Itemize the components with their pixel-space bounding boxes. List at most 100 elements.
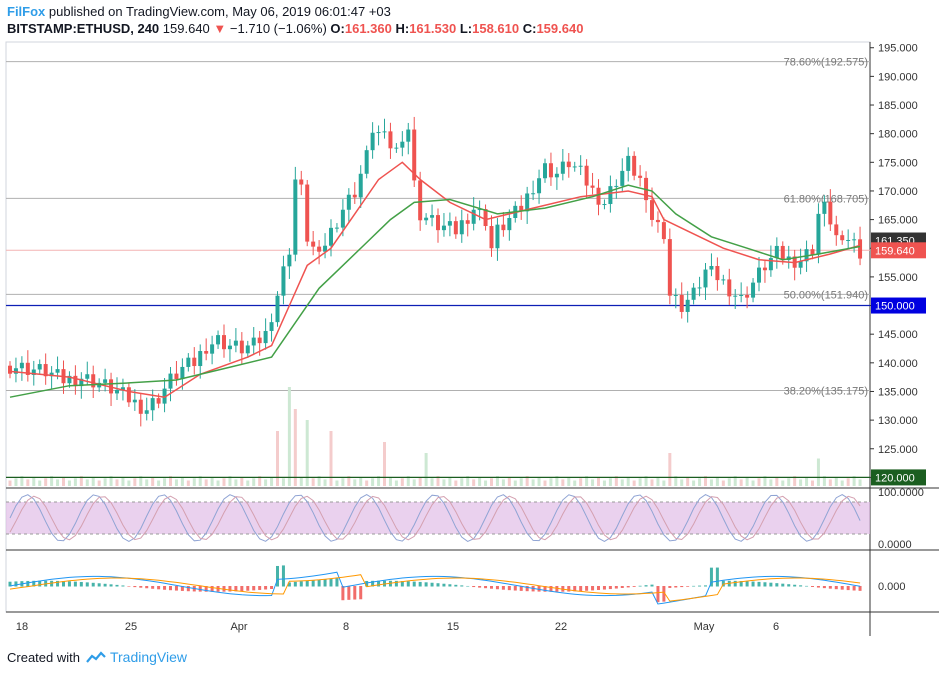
- macd-signal-line: [9, 574, 861, 602]
- volume-bar: [686, 477, 690, 486]
- candle-body: [590, 185, 595, 188]
- low-value: 158.610: [472, 21, 520, 36]
- volume-bar: [442, 479, 446, 486]
- macd-histogram-bar: [281, 565, 285, 587]
- volume-bar: [62, 477, 65, 486]
- volume-bar: [757, 478, 761, 486]
- volume-bar: [329, 431, 333, 486]
- candle-body: [780, 245, 785, 261]
- macd-histogram-bar: [495, 586, 499, 590]
- x-tick-label: 8: [343, 621, 349, 633]
- volume-bar: [591, 479, 595, 486]
- macd-histogram-bar: [299, 581, 303, 587]
- macd-histogram-bar: [650, 584, 654, 587]
- volume-bar: [579, 478, 583, 486]
- macd-histogram-bar: [638, 585, 642, 587]
- volume-bar: [169, 476, 172, 486]
- candle-body: [287, 254, 292, 267]
- volume-bar: [561, 479, 565, 486]
- volume-bar: [549, 478, 553, 486]
- macd-histogram-bar: [805, 585, 809, 587]
- rsi-tick-label: 100.0000: [878, 487, 924, 499]
- candle-body: [418, 180, 423, 221]
- candle-body: [774, 245, 779, 259]
- macd-histogram-bar: [371, 580, 375, 587]
- candle-body: [43, 364, 48, 377]
- volume-bar: [151, 477, 155, 486]
- candle-body: [275, 295, 280, 323]
- volume-bar: [246, 480, 250, 486]
- candle-body: [132, 399, 137, 403]
- created-with-text: Created with: [7, 649, 80, 665]
- y-tick-label: 130.000: [878, 415, 918, 427]
- candle-body: [453, 221, 458, 235]
- macd-histogram-bar: [163, 586, 167, 590]
- volume-bar: [704, 476, 707, 486]
- macd-histogram-bar: [400, 581, 404, 587]
- macd-histogram-bar: [781, 583, 785, 587]
- volume-bar: [775, 477, 779, 486]
- candle-body: [251, 337, 256, 346]
- volume-bar: [632, 480, 636, 486]
- volume-bar: [668, 453, 672, 486]
- candle-body: [144, 410, 149, 414]
- macd-histogram-bar: [79, 581, 83, 587]
- volume-bar: [79, 476, 83, 486]
- volume-bar: [805, 477, 809, 486]
- macd-histogram-bar: [198, 586, 202, 592]
- macd-histogram-bar: [151, 586, 155, 589]
- macd-histogram-bar: [715, 567, 719, 587]
- volume-bar: [466, 476, 470, 486]
- candle-body: [810, 249, 815, 255]
- macd-histogram-bar: [335, 578, 339, 587]
- author-name[interactable]: FilFox: [7, 4, 46, 19]
- x-tick-label: 25: [125, 621, 137, 633]
- x-tick-label: 22: [555, 621, 567, 633]
- candle-body: [691, 287, 696, 300]
- candle-body: [216, 335, 221, 345]
- current-price-tag: [871, 242, 926, 259]
- candle-body: [126, 387, 131, 403]
- volume-bar: [715, 477, 719, 486]
- macd-histogram-bar: [341, 586, 345, 601]
- volume-bar: [180, 477, 184, 486]
- candle-body: [661, 222, 666, 240]
- macd-histogram-bar: [121, 585, 125, 587]
- candle-body: [340, 209, 345, 228]
- candle-body: [85, 374, 90, 379]
- volume-bar: [347, 476, 351, 486]
- candle-body: [578, 165, 583, 167]
- macd-histogram-bar: [757, 581, 761, 587]
- y-tick-label: 190.000: [878, 71, 918, 83]
- volume-bar: [210, 477, 214, 486]
- macd-histogram-bar: [490, 586, 493, 589]
- macd-histogram-bar: [846, 586, 850, 591]
- candle-body: [733, 295, 738, 297]
- candle-body: [554, 173, 559, 178]
- candle-body: [8, 365, 12, 374]
- published-text: published on TradingView.com, May 06, 20…: [48, 4, 391, 19]
- candle-body: [370, 132, 375, 151]
- macd-histogram-bar: [507, 586, 511, 591]
- tradingview-logo[interactable]: TradingView: [85, 649, 187, 665]
- volume-bar: [513, 480, 517, 486]
- macd-histogram-bar: [103, 583, 107, 587]
- candle-body: [447, 221, 452, 226]
- volume-bar: [828, 479, 832, 486]
- candle-body: [816, 213, 821, 255]
- volume-bar: [745, 477, 749, 486]
- candle-body: [471, 209, 476, 224]
- macd-histogram-bar: [305, 580, 309, 587]
- volume-bar: [650, 479, 654, 486]
- candle-body: [667, 239, 672, 296]
- macd-histogram-bar: [85, 582, 89, 587]
- volume-bar: [769, 479, 773, 486]
- candle-body: [679, 294, 684, 312]
- y-tick-label: 180.000: [878, 129, 918, 141]
- volume-bar: [656, 477, 660, 486]
- macd-histogram-bar: [287, 582, 291, 587]
- tradingview-brand: TradingView: [109, 649, 188, 665]
- volume-bar: [73, 478, 77, 486]
- candle-body: [519, 205, 524, 212]
